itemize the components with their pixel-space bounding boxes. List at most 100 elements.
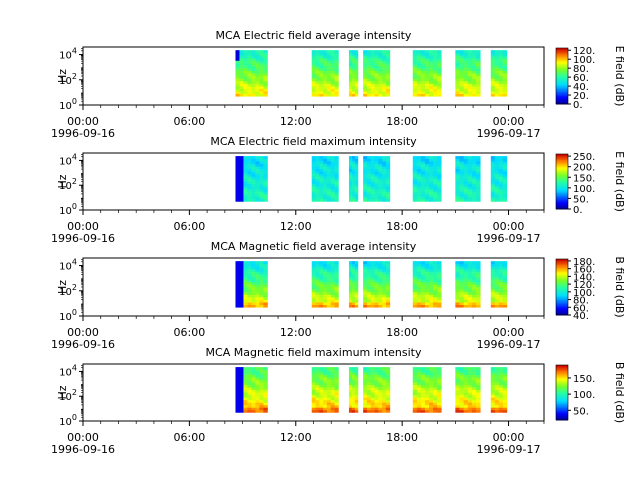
heatmap-cell	[348, 372, 353, 376]
heatmap-cell	[412, 181, 418, 185]
heatmap-cell	[363, 296, 368, 300]
colorbar-segment	[556, 74, 568, 77]
heatmap-cell	[463, 394, 469, 398]
heatmap-cell	[476, 367, 481, 371]
heatmap-cell	[424, 382, 430, 386]
heatmap-cell	[370, 68, 375, 72]
heatmap-cell	[459, 294, 465, 298]
heatmap-cell	[263, 198, 268, 202]
heatmap-cell	[323, 261, 328, 265]
heatmap-cell	[370, 394, 375, 398]
heatmap-cell	[437, 409, 442, 413]
heatmap-cell	[243, 273, 248, 277]
heatmap-cell	[315, 384, 320, 388]
heatmap-cell	[455, 302, 460, 306]
heatmap-cell	[255, 273, 260, 277]
heatmap-cell	[363, 367, 368, 371]
heatmap-cell	[412, 70, 418, 74]
heatmap-cell	[459, 289, 465, 293]
heatmap-cell	[370, 75, 375, 79]
colorbar-tick-label: 20.	[573, 91, 589, 102]
heatmap-cell	[348, 183, 353, 187]
x-tick-label: 12:00	[280, 115, 312, 128]
heatmap-cell	[498, 198, 504, 202]
heatmap-cell	[326, 294, 332, 298]
heatmap-cell	[370, 83, 375, 87]
heatmap-cell	[437, 65, 442, 69]
heatmap-cell	[498, 88, 504, 92]
heatmap-cell	[311, 291, 316, 295]
heatmap-cell	[437, 156, 442, 160]
heatmap-cell	[366, 387, 372, 391]
heatmap-cell	[378, 399, 383, 403]
heatmap-cell	[374, 289, 379, 293]
heatmap-cell	[433, 367, 438, 371]
heatmap-cell	[374, 70, 379, 74]
heatmap-cell	[467, 271, 473, 275]
heatmap-cell	[251, 181, 256, 185]
heatmap-cell	[370, 392, 375, 396]
heatmap-cell	[259, 75, 264, 79]
heatmap-cell	[476, 186, 481, 190]
heatmap-cell	[463, 57, 469, 61]
heatmap-cell	[385, 93, 391, 97]
heatmap-cell	[416, 367, 422, 371]
heatmap-cell	[330, 93, 335, 97]
heatmap-cell	[263, 80, 268, 84]
heatmap-cell	[471, 284, 477, 288]
heatmap-cell	[420, 181, 426, 185]
heatmap-cell	[412, 384, 418, 388]
heatmap-cell	[378, 158, 383, 162]
heatmap-cell	[490, 404, 496, 408]
heatmap-cell	[385, 407, 391, 411]
heatmap-cell	[455, 294, 460, 298]
heatmap-cell	[255, 369, 260, 373]
colorbar-segment	[556, 192, 568, 195]
heatmap-cell	[247, 389, 252, 393]
heatmap-cell	[326, 75, 332, 79]
heatmap-cell	[370, 382, 375, 386]
heatmap-cell	[437, 387, 442, 391]
colorbar-segment	[556, 64, 568, 67]
heatmap-cell	[429, 191, 434, 195]
heatmap-cell	[354, 52, 359, 56]
colorbar-segment	[556, 155, 568, 158]
heatmap-cell	[251, 193, 256, 197]
heatmap-cell	[502, 52, 508, 56]
heatmap-cell	[348, 279, 353, 283]
heatmap-cell	[370, 289, 375, 293]
heatmap-cell	[382, 384, 387, 388]
heatmap-cell	[502, 407, 508, 411]
heatmap-cell	[311, 193, 316, 197]
heatmap-cell	[420, 268, 426, 272]
colorbar-segment	[556, 78, 568, 81]
heatmap-cell	[319, 369, 324, 373]
heatmap-cell	[498, 281, 504, 285]
heatmap-cell	[433, 88, 438, 92]
heatmap-cell	[243, 263, 248, 267]
heatmap-cell	[437, 80, 442, 84]
heatmap-cell	[348, 88, 353, 92]
heatmap-cell	[437, 407, 442, 411]
heatmap-cell	[263, 289, 268, 293]
heatmap-cell	[471, 176, 477, 180]
heatmap-cell	[374, 389, 379, 393]
heatmap-cell	[319, 91, 324, 95]
heatmap-cell	[366, 166, 372, 170]
heatmap-cell	[263, 196, 268, 200]
heatmap-cell	[370, 268, 375, 272]
heatmap-cell	[476, 156, 481, 160]
heatmap-cell	[416, 57, 422, 61]
heatmap-cell	[243, 166, 248, 170]
heatmap-cell	[494, 198, 500, 202]
heatmap-cell	[370, 52, 375, 56]
heatmap-cell	[363, 276, 368, 280]
heatmap-cell	[437, 173, 442, 177]
heatmap-cell	[247, 73, 252, 77]
heatmap-cell	[243, 279, 248, 283]
heatmap-cell	[348, 75, 353, 79]
heatmap-cell	[247, 57, 252, 61]
heatmap-cell	[437, 379, 442, 383]
heatmap-cell	[326, 62, 332, 66]
heatmap-cell	[382, 85, 387, 89]
